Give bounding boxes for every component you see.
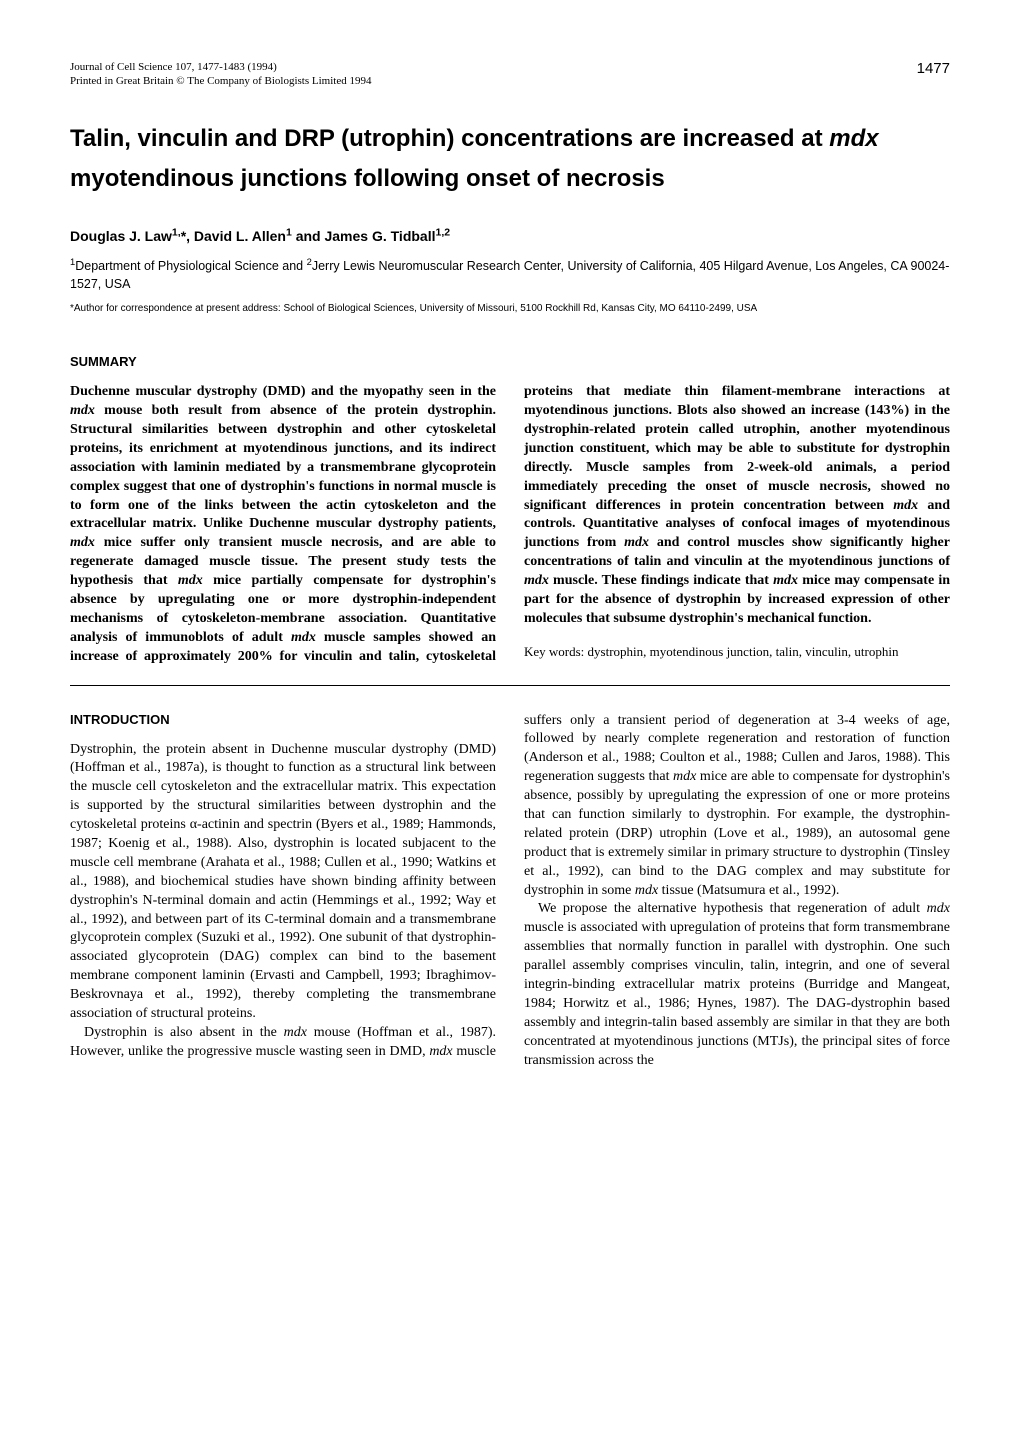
summary-body: Duchenne muscular dystrophy (DMD) and th… [70,383,950,666]
title-text: myotendinous junctions following onset o… [70,165,665,192]
summary-text: Duchenne muscular dystrophy (DMD) and th… [70,384,496,399]
summary-text: muscle. These findings indicate that [549,573,773,588]
body-italic: mdx [927,901,950,916]
body-italic: mdx [635,883,658,898]
section-divider [70,685,950,686]
title-text: Talin, vinculin and DRP (utrophin) conce… [70,125,829,152]
body-text: tissue (Matsumura et al., 1992). [658,883,839,898]
summary-italic: mdx [893,498,918,513]
summary-italic: mdx [70,535,95,550]
intro-paragraph: We propose the alternative hypothesis th… [524,900,950,1070]
article-title: Talin, vinculin and DRP (utrophin) conce… [70,119,950,201]
body-italic: mdx [673,769,696,784]
page-header: Journal of Cell Science 107, 1477-1483 (… [70,60,950,89]
journal-line: Journal of Cell Science 107, 1477-1483 (… [70,60,371,74]
summary-italic: mdx [178,573,203,588]
author-name: *, David L. Allen [181,228,286,244]
author-name: Douglas J. Law [70,228,172,244]
summary-italic: mdx [773,573,798,588]
body-italic: mdx [429,1044,452,1059]
introduction-heading: INTRODUCTION [70,712,496,727]
affiliation-text: Department of Physiological Science and [75,259,306,273]
summary-italic: mdx [291,630,316,645]
introduction-section: INTRODUCTION Dystrophin, the protein abs… [70,712,950,1071]
journal-info: Journal of Cell Science 107, 1477-1483 (… [70,60,371,89]
page-number: 1477 [917,60,950,77]
body-text: mice are able to compensate for dystroph… [524,769,950,897]
intro-paragraph: Dystrophin, the protein absent in Duchen… [70,741,496,1024]
body-text: We propose the alternative hypothesis th… [538,901,927,916]
introduction-body: Dystrophin, the protein absent in Duchen… [70,712,950,1071]
summary-italic: mdx [524,573,549,588]
summary-italic: mdx [70,403,95,418]
summary-heading: SUMMARY [70,354,950,369]
summary-section: SUMMARY Duchenne muscular dystrophy (DMD… [70,354,950,666]
body-italic: mdx [284,1025,307,1040]
body-text: Dystrophin, the protein absent in Duchen… [70,742,496,1021]
keywords: Key words: dystrophin, myotendinous junc… [524,643,950,661]
author-name: and James G. Tidball [292,228,436,244]
summary-italic: mdx [624,535,649,550]
body-text: Dystrophin is also absent in the [84,1025,284,1040]
author-sup: 1, [172,227,181,239]
correspondence-note: *Author for correspondence at present ad… [70,303,950,314]
title-italic: mdx [829,125,878,152]
body-text: muscle is associated with upregulation o… [524,920,950,1067]
author-sup: 1,2 [436,227,451,239]
affiliations: 1Department of Physiological Science and… [70,258,950,293]
authors: Douglas J. Law1,*, David L. Allen1 and J… [70,228,950,244]
summary-columns: Duchenne muscular dystrophy (DMD) and th… [70,383,950,666]
journal-line: Printed in Great Britain © The Company o… [70,74,371,88]
summary-text: mouse both result from absence of the pr… [70,403,496,531]
